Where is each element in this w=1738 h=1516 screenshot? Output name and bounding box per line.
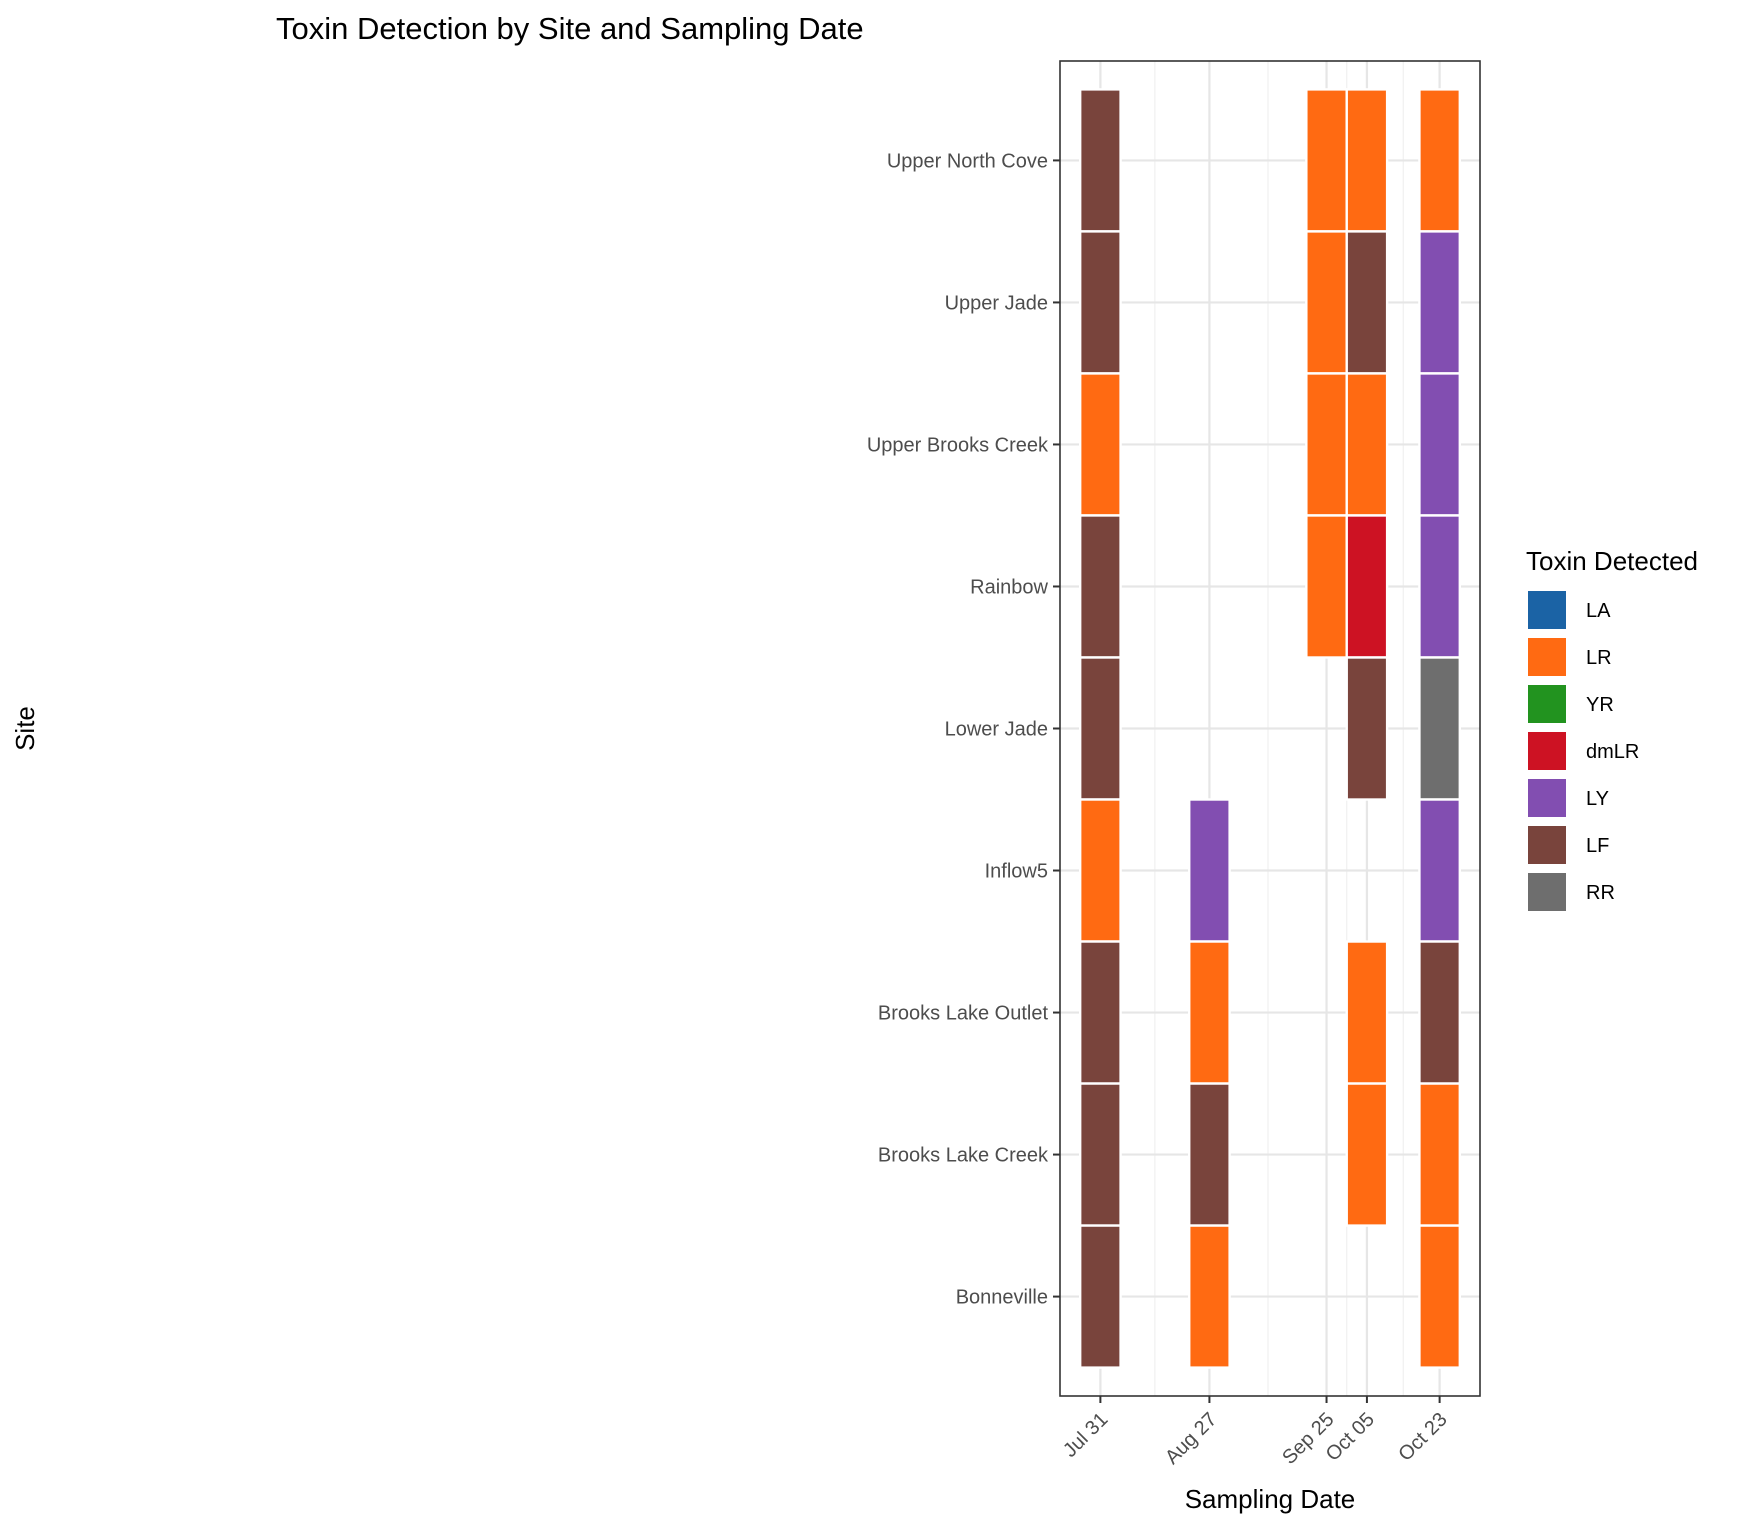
heatmap-tile: [1078, 940, 1122, 1085]
y-tick-label: Rainbow: [970, 576, 1048, 598]
heatmap-tile: [1345, 514, 1389, 659]
heatmap-tile: [1418, 88, 1462, 233]
y-tick-label: Inflow5: [985, 861, 1048, 883]
legend-label: YR: [1586, 694, 1614, 716]
y-tick-label: Upper North Cove: [887, 150, 1048, 172]
heatmap-tile: [1345, 1082, 1389, 1227]
heatmap-tile: [1418, 372, 1462, 517]
heatmap-tile: [1078, 514, 1122, 659]
y-tick-label: Lower Jade: [945, 719, 1048, 741]
heatmap-tile: [1418, 230, 1462, 375]
legend-label: dmLR: [1586, 741, 1639, 763]
legend: Toxin Detected LA LR YR dmLR LY LF RR: [1526, 546, 1698, 911]
legend-label: LY: [1586, 788, 1609, 810]
legend-key: [1528, 638, 1566, 676]
legend-label: LR: [1586, 647, 1612, 669]
x-axis-title: Sampling Date: [1185, 1484, 1356, 1514]
heatmap-tile: [1305, 514, 1348, 659]
legend-key: [1528, 685, 1566, 723]
heatmap-tile: [1078, 1224, 1122, 1369]
heatmap-tile: [1078, 372, 1122, 517]
heatmap-tile: [1188, 1224, 1231, 1369]
heatmap-tile: [1345, 940, 1389, 1085]
x-tick-label: Jul 31: [1059, 1408, 1112, 1461]
y-tick-label: Brooks Lake Creek: [878, 1145, 1049, 1167]
heatmap-tile: [1418, 656, 1462, 801]
x-tick-label: Sep 25: [1278, 1408, 1338, 1468]
heatmap-tile: [1305, 88, 1348, 233]
heatmap-tile: [1418, 798, 1462, 943]
x-tick-label: Aug 27: [1161, 1408, 1221, 1468]
heatmap-tile: [1078, 798, 1122, 943]
heatmap-tile: [1345, 230, 1389, 375]
legend-label: RR: [1586, 882, 1615, 904]
legend-title: Toxin Detected: [1526, 546, 1698, 576]
x-tick-label: Oct 23: [1394, 1408, 1451, 1465]
legend-key: [1528, 732, 1566, 770]
legend-key: [1528, 873, 1566, 911]
chart-title: Toxin Detection by Site and Sampling Dat…: [276, 11, 864, 46]
heatmap-tile: [1418, 1082, 1462, 1227]
legend-key: [1528, 826, 1566, 864]
heatmap-tile: [1345, 656, 1389, 801]
heatmap-tile: [1188, 1082, 1231, 1227]
heatmap-tile: [1418, 940, 1462, 1085]
heatmap-tile: [1305, 372, 1348, 517]
heatmap-tile: [1418, 514, 1462, 659]
legend-key: [1528, 591, 1566, 629]
heatmap-tile: [1188, 798, 1231, 943]
heatmap-tile: [1305, 230, 1348, 375]
y-tick-label: Bonneville: [956, 1287, 1048, 1309]
heatmap-tile: [1188, 940, 1231, 1085]
heatmap-tile: [1078, 88, 1122, 233]
heatmap-tile: [1078, 230, 1122, 375]
y-tick-label: Upper Brooks Creek: [867, 434, 1049, 456]
heatmap-tile: [1345, 88, 1389, 233]
legend-label: LA: [1586, 600, 1611, 622]
tiles: [1078, 88, 1462, 1369]
legend-key: [1528, 779, 1566, 817]
y-axis-title: Site: [10, 706, 40, 751]
heatmap-tile: [1078, 656, 1122, 801]
heatmap-tile: [1418, 1224, 1462, 1369]
legend-label: LF: [1586, 835, 1609, 857]
y-axis: Bonneville Brooks Lake Creek Brooks Lake O…: [867, 150, 1060, 1309]
heatmap-tile: [1345, 372, 1389, 517]
y-tick-label: Upper Jade: [945, 292, 1048, 314]
y-tick-label: Brooks Lake Outlet: [878, 1003, 1049, 1025]
heatmap-tile: [1078, 1082, 1122, 1227]
